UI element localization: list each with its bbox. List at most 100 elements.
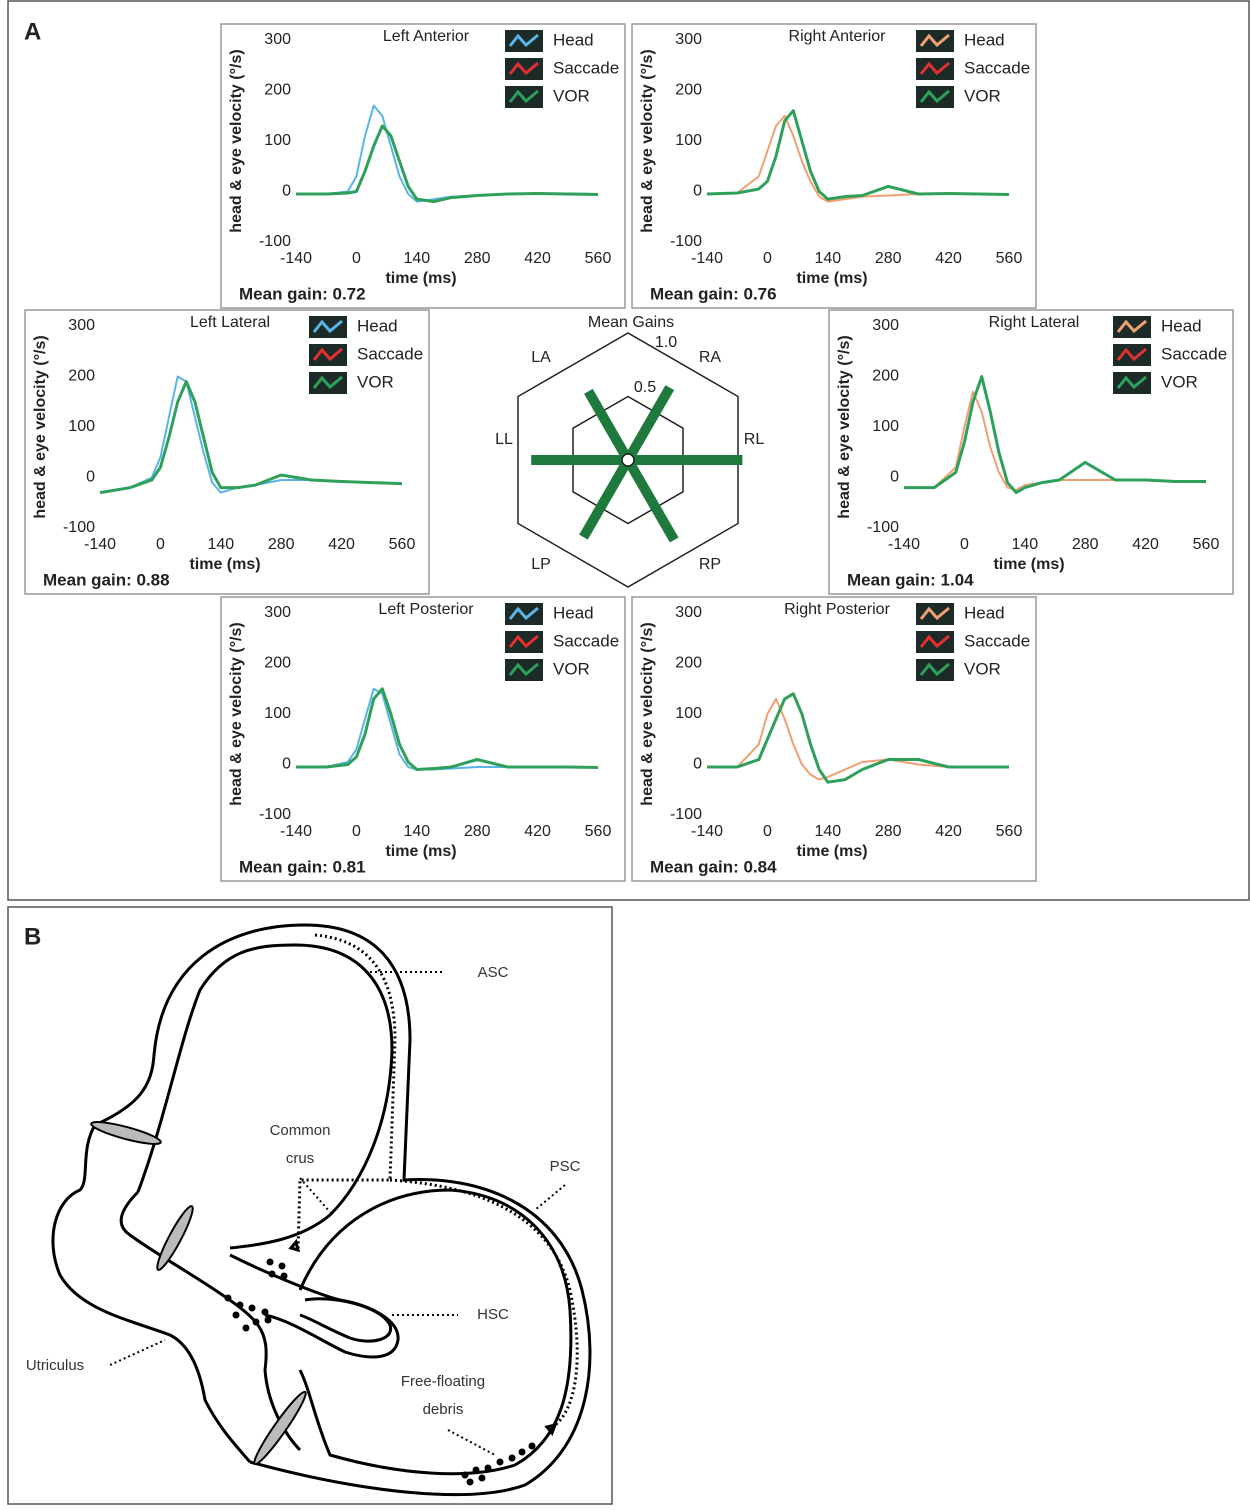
leader-line xyxy=(447,1429,496,1456)
x-tick-label: 0 xyxy=(352,250,361,267)
legend-swatch-line xyxy=(919,61,950,76)
legend-label: Head xyxy=(553,30,594,49)
y-tick-label: 300 xyxy=(264,31,291,48)
r-tick-label: 0.5 xyxy=(634,379,656,396)
chart-title: Left Anterior xyxy=(383,28,470,45)
r-tick-label: 1.0 xyxy=(655,334,677,351)
category-label: LL xyxy=(495,431,513,448)
category-label: LP xyxy=(531,556,551,573)
legend-swatch-line xyxy=(919,662,950,677)
y-tick-label: 200 xyxy=(68,368,95,385)
x-tick-label: 560 xyxy=(996,250,1023,267)
x-tick-label: 140 xyxy=(207,536,234,553)
x-tick-label: 0 xyxy=(763,250,772,267)
y-tick-label: 200 xyxy=(264,655,291,672)
label: PSC xyxy=(550,1158,581,1175)
y-tick-label: 100 xyxy=(675,705,702,722)
x-tick-label: 280 xyxy=(875,250,902,267)
legend-label: VOR xyxy=(553,659,590,678)
legend-label: VOR xyxy=(964,86,1001,105)
legend-label: Head xyxy=(1161,316,1202,335)
gain-spoke xyxy=(579,457,633,540)
y-tick-label: 200 xyxy=(675,82,702,99)
x-tick-label: 420 xyxy=(328,536,355,553)
legend-label: VOR xyxy=(357,372,394,391)
x-tick-label: 140 xyxy=(403,250,430,267)
legend-swatch-line xyxy=(508,61,539,76)
x-tick-label: 560 xyxy=(585,250,612,267)
chart-frame xyxy=(828,309,1234,595)
legend-label: Saccade xyxy=(1161,344,1227,363)
category-label: RL xyxy=(744,431,765,448)
label: Common xyxy=(270,1122,331,1139)
x-tick-label: 0 xyxy=(763,823,772,840)
x-tick-label: 0 xyxy=(156,536,165,553)
x-tick-label: -140 xyxy=(691,250,723,267)
x-tick-label: 420 xyxy=(935,823,962,840)
series-line xyxy=(296,124,599,204)
utriculus-outline xyxy=(119,1190,302,1452)
series-line xyxy=(904,375,1206,495)
x-axis-label: time (ms) xyxy=(796,843,867,860)
x-axis-label: time (ms) xyxy=(796,270,867,287)
mean-gain: Mean gain: 1.04 xyxy=(847,570,974,589)
category-label: RA xyxy=(699,349,722,366)
y-tick-label: 200 xyxy=(675,655,702,672)
y-axis-label: head & eye velocity (°/s) xyxy=(228,49,245,232)
x-tick-label: 280 xyxy=(1072,536,1099,553)
label: crus xyxy=(286,1150,314,1167)
mean-gain: Mean gain: 0.84 xyxy=(650,857,777,876)
series-line xyxy=(706,109,1010,201)
label: Free-floating xyxy=(401,1373,485,1390)
x-tick-label: 420 xyxy=(524,823,551,840)
y-tick-label: 0 xyxy=(86,469,95,486)
series-line xyxy=(707,697,1009,781)
legend-label: VOR xyxy=(1161,372,1198,391)
legend-label: Head xyxy=(553,603,594,622)
leader-line xyxy=(109,1339,166,1366)
y-tick-label: 0 xyxy=(693,756,702,773)
x-axis-label: time (ms) xyxy=(385,270,456,287)
grid-hexagon xyxy=(572,395,684,525)
x-tick-label: 280 xyxy=(464,250,491,267)
y-tick-label: 300 xyxy=(872,317,899,334)
grid-hexagon xyxy=(517,332,739,588)
label: ASC xyxy=(478,964,509,981)
x-tick-label: 280 xyxy=(464,823,491,840)
canal-outline xyxy=(299,1297,393,1343)
legend-label: Saccade xyxy=(553,58,619,77)
x-tick-label: 560 xyxy=(996,823,1023,840)
panel-label: B xyxy=(24,923,41,950)
y-tick-label: 0 xyxy=(693,183,702,200)
y-axis-label: head & eye velocity (°/s) xyxy=(228,622,245,805)
y-tick-label: 300 xyxy=(675,604,702,621)
y-tick-label: -100 xyxy=(259,233,291,250)
x-tick-label: -140 xyxy=(280,250,312,267)
y-tick-label: 100 xyxy=(264,132,291,149)
y-tick-label: -100 xyxy=(867,519,899,536)
canal-outline xyxy=(136,943,394,1250)
y-axis-label: head & eye velocity (°/s) xyxy=(639,49,656,232)
x-tick-label: -140 xyxy=(691,823,723,840)
chart-title: Left Posterior xyxy=(378,601,474,618)
flow-path xyxy=(296,933,397,1251)
legend-swatch-line xyxy=(312,319,343,334)
y-tick-label: 200 xyxy=(872,368,899,385)
legend-swatch-line xyxy=(1116,347,1147,362)
leader-line xyxy=(534,1184,566,1211)
legend-label: Head xyxy=(357,316,398,335)
flow-path xyxy=(389,1178,579,1427)
chart-title: Right Anterior xyxy=(789,28,887,45)
legend-swatch-line xyxy=(919,606,950,621)
y-tick-label: 300 xyxy=(68,317,95,334)
y-tick-label: -100 xyxy=(259,806,291,823)
legend-swatch-line xyxy=(508,89,539,104)
x-tick-label: 140 xyxy=(814,823,841,840)
gain-spoke xyxy=(584,388,633,463)
series-line xyxy=(296,687,599,771)
y-tick-label: -100 xyxy=(63,519,95,536)
x-tick-label: -140 xyxy=(280,823,312,840)
x-tick-label: 420 xyxy=(1132,536,1159,553)
label: HSC xyxy=(477,1306,509,1323)
center-hub xyxy=(621,453,635,467)
